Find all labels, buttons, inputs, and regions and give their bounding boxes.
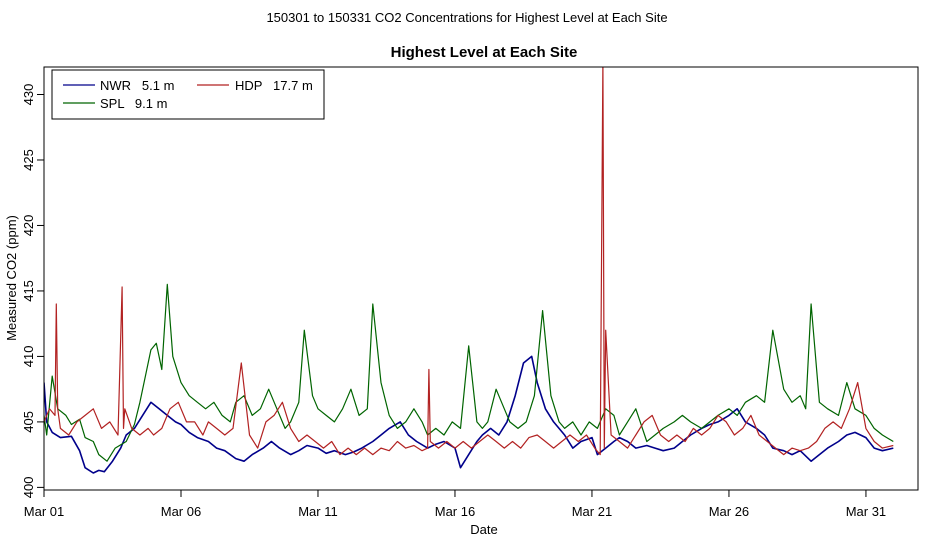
legend: NWR 5.1 m SPL 9.1 m HDP 17.7 m	[51, 69, 325, 120]
x-tick-label: Mar 26	[709, 504, 749, 519]
y-tick-label: 420	[21, 215, 36, 237]
y-tick-label: 410	[21, 346, 36, 368]
legend-label-spl: SPL 9.1 m	[100, 96, 167, 111]
y-tick-label: 430	[21, 84, 36, 106]
x-tick-label: Mar 06	[161, 504, 201, 519]
chart-title: Highest Level at Each Site	[391, 44, 578, 61]
x-tick-label: Mar 16	[435, 504, 475, 519]
series-line-nwr	[44, 355, 894, 474]
y-tick-label: 400	[21, 477, 36, 499]
x-tick-label: Mar 31	[846, 504, 886, 519]
x-tick-label: Mar 21	[572, 504, 612, 519]
series-line-hdp	[44, 67, 894, 456]
y-tick-label: 425	[21, 149, 36, 171]
plot-area	[44, 67, 894, 474]
y-tick-label: 405	[21, 411, 36, 433]
x-tick-label: Mar 11	[298, 504, 338, 519]
legend-box	[51, 69, 325, 120]
series-line-spl	[44, 283, 894, 462]
y-axis: 400 405 410 415 420 425 430	[21, 84, 45, 499]
legend-label-hdp: HDP 17.7 m	[235, 78, 313, 93]
x-tick-label: Mar 01	[24, 504, 64, 519]
x-axis-title: Date	[470, 522, 497, 537]
y-axis-title: Measured CO2 (ppm)	[4, 215, 19, 341]
y-tick-label: 415	[21, 280, 36, 302]
chart-suptitle: 150301 to 150331 CO2 Concentrations for …	[266, 10, 667, 25]
legend-label-nwr: NWR 5.1 m	[100, 78, 174, 93]
x-axis: Mar 01 Mar 06 Mar 11 Mar 16 Mar 21 Mar 26 Mar …	[24, 489, 886, 519]
